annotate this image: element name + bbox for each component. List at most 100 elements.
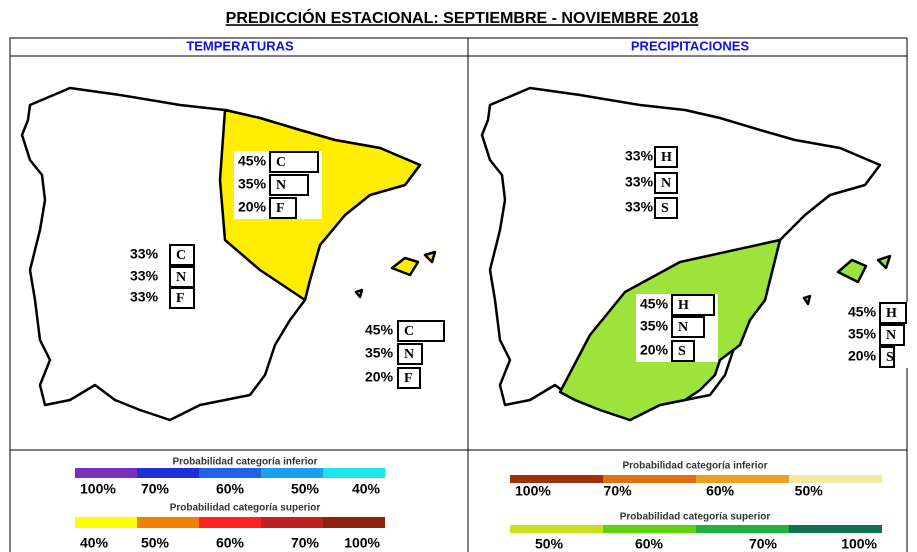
legend-title: Probabilidad categoría superior [620, 512, 771, 523]
legend-label: 100% [841, 536, 877, 552]
probability: 20% [640, 342, 669, 358]
probability: 20% [365, 369, 394, 385]
legend-label: 70% [141, 481, 170, 497]
map-right [480, 86, 892, 422]
category: H [678, 298, 689, 313]
category-box [671, 294, 715, 316]
category-box [654, 172, 678, 194]
category: C [404, 324, 414, 339]
legend-swatch [696, 475, 789, 483]
probability: 33% [130, 289, 159, 305]
probability: 35% [640, 318, 669, 334]
category: N [661, 176, 671, 191]
category: C [276, 155, 286, 170]
legend-title: Probabilidad categoría superior [170, 503, 321, 514]
probability: 35% [238, 176, 267, 192]
legend-swatch [75, 468, 137, 478]
legend-swatch [199, 517, 261, 528]
probability: 45% [640, 296, 669, 312]
probability: 20% [848, 348, 877, 364]
category: F [276, 201, 285, 216]
legend-swatch [137, 517, 199, 528]
category-box [671, 340, 695, 362]
category: C [176, 248, 186, 263]
probability: 35% [365, 345, 394, 361]
panel-header: PRECIPITACIONES [631, 38, 750, 53]
legend-label: 50% [141, 535, 170, 551]
category-box [879, 302, 907, 324]
category: N [404, 347, 414, 362]
probability: 20% [238, 199, 267, 215]
legend-swatch [199, 468, 261, 478]
category-box [169, 287, 195, 309]
legend-swatch [789, 475, 882, 483]
legend-label: 60% [216, 535, 245, 551]
category: N [886, 328, 896, 343]
legend-swatch [603, 525, 696, 533]
legend-swatch [789, 525, 882, 533]
probability: 35% [848, 326, 877, 342]
category-box [269, 174, 309, 196]
category-box [879, 346, 895, 368]
category-box [169, 244, 195, 266]
legend-swatch [75, 517, 137, 528]
category-box [654, 146, 678, 168]
category: H [661, 150, 672, 165]
probability: 45% [365, 322, 394, 338]
legend-label: 40% [80, 535, 109, 551]
legend-label: 70% [291, 535, 320, 551]
land [20, 86, 422, 422]
legend-title: Probabilidad categoría inferior [172, 457, 317, 468]
category: S [886, 350, 894, 365]
legend-title: Probabilidad categoría inferior [622, 461, 767, 472]
frame [9, 37, 908, 552]
category: N [276, 178, 286, 193]
category-box [397, 367, 421, 389]
probability: 33% [625, 174, 654, 190]
legend-label: 70% [604, 483, 633, 499]
legend-swatch [137, 468, 199, 478]
category: S [661, 201, 669, 216]
legend-swatch [323, 468, 385, 478]
category-box [269, 197, 297, 219]
panel-header: TEMPERATURAS [186, 38, 294, 53]
legend-swatch [510, 475, 603, 483]
category: H [886, 306, 897, 321]
category-box [397, 320, 445, 342]
legend-label: 70% [749, 536, 778, 552]
islands [802, 254, 892, 306]
category-box [269, 151, 319, 173]
legend-label: 100% [80, 481, 116, 497]
probability: 45% [238, 153, 267, 169]
legend-swatch [603, 475, 696, 483]
legend-label: 40% [352, 481, 381, 497]
legend-swatch [261, 468, 323, 478]
probability: 33% [625, 148, 654, 164]
probability: 33% [625, 199, 654, 215]
category: N [176, 270, 186, 285]
category: F [176, 291, 185, 306]
legend-swatch [323, 517, 385, 528]
category: F [404, 371, 413, 386]
probability: 33% [130, 268, 159, 284]
legend-label: 60% [706, 483, 735, 499]
legend-swatch [696, 525, 789, 533]
category-box [671, 316, 705, 338]
legend-label: 50% [535, 536, 564, 552]
land [480, 86, 882, 422]
legend-label: 50% [795, 483, 824, 499]
category-box [397, 343, 423, 365]
legend-label: 100% [515, 483, 551, 499]
legend-label: 50% [291, 481, 320, 497]
legend-swatch [510, 525, 603, 533]
category-box [654, 197, 678, 219]
category: S [678, 344, 686, 359]
legend-label: 60% [635, 536, 664, 552]
islands [354, 250, 437, 299]
legend-label: 60% [216, 481, 245, 497]
category: N [678, 320, 688, 335]
probability: 33% [130, 246, 159, 262]
probability: 45% [848, 304, 877, 320]
page-title: PREDICCIÓN ESTACIONAL: SEPTIEMBRE - NOVI… [226, 8, 699, 27]
